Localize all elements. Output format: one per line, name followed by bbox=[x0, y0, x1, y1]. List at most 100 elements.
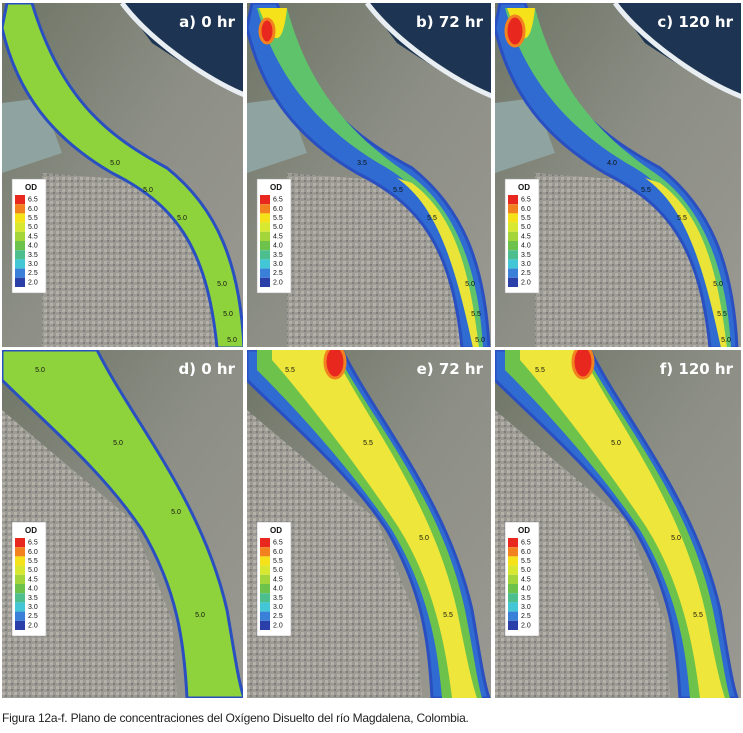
legend-label: 6.5 bbox=[521, 540, 531, 547]
legend-swatch bbox=[508, 574, 518, 584]
plume-core bbox=[520, 350, 725, 698]
legend-swatch bbox=[260, 538, 270, 548]
plume-core bbox=[397, 178, 479, 347]
contour-label: 5.5 bbox=[285, 367, 295, 374]
legend-swatch bbox=[15, 268, 25, 278]
legend-swatch bbox=[15, 259, 25, 269]
contour-label: 5.5 bbox=[363, 440, 373, 447]
legend-title: OD bbox=[25, 526, 37, 535]
contour-label: 5.5 bbox=[443, 612, 453, 619]
legend-swatch bbox=[508, 593, 518, 603]
contour-label: 4.0 bbox=[607, 160, 617, 167]
legend-swatch bbox=[260, 556, 270, 566]
legend: OD 6.5 6.0 5.5 5.0 4.5 4.0 3.5 3.0 2.5 2.0 bbox=[504, 521, 540, 637]
legend-label: 3.5 bbox=[273, 595, 283, 602]
legend-label: 2.5 bbox=[273, 613, 283, 620]
legend-label: 6.0 bbox=[273, 206, 283, 213]
legend-swatch bbox=[508, 538, 518, 548]
legend-label: 4.0 bbox=[28, 243, 38, 250]
legend-swatch bbox=[15, 195, 25, 205]
legend-label: 2.0 bbox=[273, 279, 283, 286]
contour-label: 5.0 bbox=[110, 160, 120, 167]
legend-label: 5.5 bbox=[521, 215, 531, 222]
legend-label: 4.5 bbox=[28, 576, 38, 583]
legend-label: 4.0 bbox=[521, 243, 531, 250]
legend-swatch bbox=[260, 231, 270, 241]
legend-swatch bbox=[508, 250, 518, 260]
plume-core bbox=[645, 178, 727, 347]
legend-title: OD bbox=[25, 183, 37, 192]
legend-swatch bbox=[508, 602, 518, 612]
legend: OD 6.5 6.0 5.5 5.0 4.5 4.0 3.5 3.0 2.5 2.0 bbox=[504, 178, 540, 294]
map-panel: f) 120 hr 5.5 5.0 5.0 5.5 OD 6.5 6.0 5.5 5.0 4.5 4.… bbox=[495, 350, 741, 698]
legend-swatch bbox=[15, 538, 25, 548]
legend-swatch bbox=[15, 611, 25, 621]
legend-swatch bbox=[508, 547, 518, 557]
legend-swatch bbox=[508, 556, 518, 566]
legend-label: 6.5 bbox=[28, 540, 38, 547]
legend-swatch bbox=[260, 213, 270, 223]
river bbox=[2, 3, 243, 347]
legend-label: 5.0 bbox=[28, 224, 38, 231]
legend-swatch bbox=[508, 268, 518, 278]
contour-label: 5.5 bbox=[717, 311, 727, 318]
legend-label: 5.5 bbox=[28, 558, 38, 565]
legend-label: 3.5 bbox=[273, 252, 283, 259]
map-panel: b) 72 hr 3.5 5.5 5.5 5.0 5.5 5.0 OD 6.5 6.0 5.5 5.0… bbox=[247, 3, 491, 347]
legend-label: 3.0 bbox=[521, 604, 531, 611]
contour-label: 5.0 bbox=[475, 337, 485, 344]
hotspot bbox=[323, 350, 347, 380]
legend-label: 4.5 bbox=[273, 576, 283, 583]
legend-swatch bbox=[15, 556, 25, 566]
legend-swatch bbox=[260, 277, 270, 287]
legend-label: 5.0 bbox=[273, 567, 283, 574]
legend-label: 6.5 bbox=[273, 197, 283, 204]
legend-label: 3.0 bbox=[28, 261, 38, 268]
legend-label: 4.0 bbox=[273, 586, 283, 593]
legend-label: 3.0 bbox=[273, 261, 283, 268]
legend-swatch bbox=[260, 611, 270, 621]
plume-core bbox=[272, 350, 477, 698]
legend-label: 5.0 bbox=[521, 567, 531, 574]
legend-label: 2.5 bbox=[28, 613, 38, 620]
legend-swatch bbox=[15, 584, 25, 594]
legend-label: 5.5 bbox=[28, 215, 38, 222]
contour-label: 5.0 bbox=[195, 612, 205, 619]
legend-swatch bbox=[260, 574, 270, 584]
legend-swatch bbox=[15, 204, 25, 214]
legend-label: 5.5 bbox=[521, 558, 531, 565]
legend-label: 3.0 bbox=[273, 604, 283, 611]
plume bbox=[505, 8, 731, 347]
legend-title: OD bbox=[518, 526, 530, 535]
contour-label: 5.0 bbox=[35, 367, 45, 374]
legend-label: 2.0 bbox=[521, 279, 531, 286]
legend-label: 2.0 bbox=[28, 279, 38, 286]
legend-swatch bbox=[15, 593, 25, 603]
legend-label: 3.5 bbox=[521, 252, 531, 259]
legend-swatch bbox=[508, 204, 518, 214]
contour-label: 3.5 bbox=[357, 160, 367, 167]
legend-label: 2.5 bbox=[28, 270, 38, 277]
legend-label: 6.0 bbox=[28, 549, 38, 556]
legend: OD 6.5 6.0 5.5 5.0 4.5 4.0 3.5 3.0 2.5 2.0 bbox=[256, 178, 292, 294]
contour-label: 5.0 bbox=[227, 337, 237, 344]
panel-title: a) 0 hr bbox=[179, 13, 236, 31]
hotspot bbox=[571, 350, 595, 380]
legend-label: 3.5 bbox=[521, 595, 531, 602]
river bbox=[2, 350, 243, 698]
legend-swatch bbox=[15, 250, 25, 260]
legend-swatch bbox=[15, 574, 25, 584]
contour-label: 5.5 bbox=[693, 612, 703, 619]
legend-label: 6.5 bbox=[273, 540, 283, 547]
legend-label: 4.0 bbox=[273, 243, 283, 250]
legend-swatch bbox=[15, 620, 25, 630]
contour-label: 5.5 bbox=[641, 187, 651, 194]
sea bbox=[367, 3, 491, 96]
hotspot bbox=[504, 14, 526, 48]
legend-label: 5.0 bbox=[273, 224, 283, 231]
hotspot bbox=[258, 17, 276, 45]
legend-swatch bbox=[15, 222, 25, 232]
sea bbox=[122, 3, 243, 95]
legend-swatch bbox=[15, 547, 25, 557]
